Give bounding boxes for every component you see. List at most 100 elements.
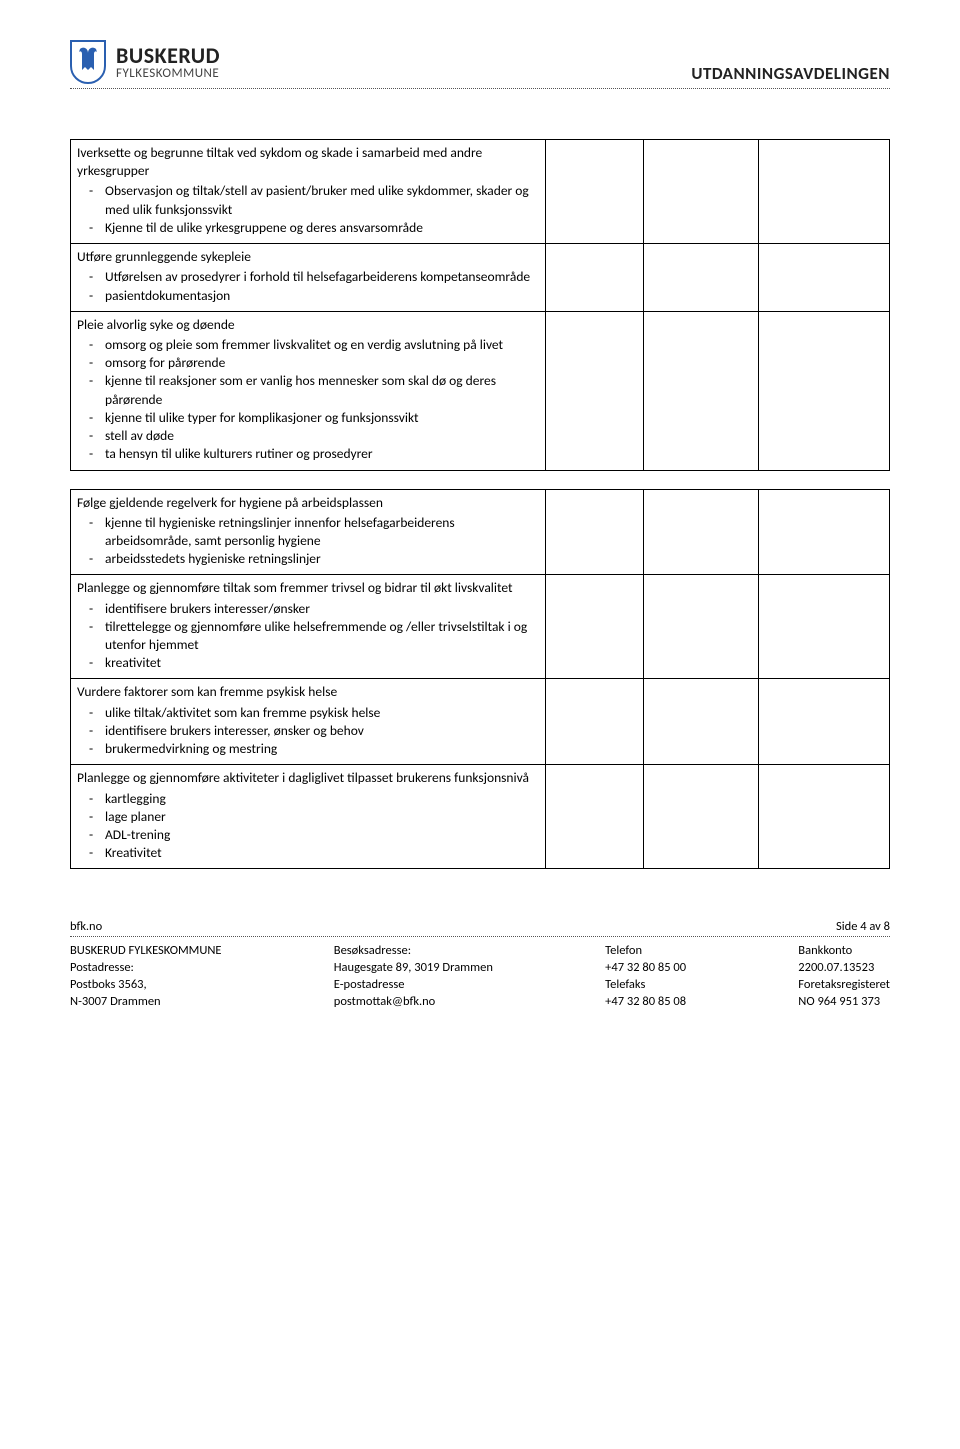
list-item: pasientdokumentasjon: [105, 287, 539, 305]
footer-line: Bankkonto: [798, 943, 890, 960]
list-item: Kjenne til de ulike yrkesgruppene og der…: [105, 219, 539, 237]
row-bullets: omsorg og pleie som fremmer livskvalitet…: [77, 336, 539, 464]
list-item: omsorg og pleie som fremmer livskvalitet…: [105, 336, 539, 354]
list-item: ulike tiltak/aktivitet som kan fremme ps…: [105, 704, 539, 722]
row-content: Følge gjeldende regelverk for hygiene på…: [71, 489, 546, 575]
row-content: Iverksette og begrunne tiltak ved sykdom…: [71, 140, 546, 244]
empty-cell: [758, 575, 889, 679]
footer-line: N-3007 Drammen: [70, 994, 222, 1011]
list-item: Utførelsen av prosedyrer i forhold til h…: [105, 268, 539, 286]
list-item: Observasjon og tiltak/stell av pasient/b…: [105, 182, 539, 218]
footer-top: bfk.no Side 4 av 8: [70, 919, 890, 934]
footer-col-3: Telefon +47 32 80 85 00 Telefaks +47 32 …: [605, 943, 686, 1011]
footer-col-4: Bankkonto 2200.07.13523 Foretaksregister…: [798, 943, 890, 1011]
footer-col-2: Besøksadresse: Haugesgate 89, 3019 Dramm…: [334, 943, 493, 1011]
list-item: Kreativitet: [105, 844, 539, 862]
empty-cell: [546, 765, 644, 869]
list-item: tilrettelegge og gjennomføre ulike helse…: [105, 618, 539, 654]
content: Iverksette og begrunne tiltak ved sykdom…: [70, 139, 890, 869]
empty-cell: [644, 244, 759, 312]
list-item: brukermedvirkning og mestring: [105, 740, 539, 758]
footer-line: Postboks 3563,: [70, 977, 222, 994]
row-bullets: identifisere brukers interesser/ønskerti…: [77, 600, 539, 673]
row-content: Planlegge og gjennomføre tiltak som frem…: [71, 575, 546, 679]
table-row: Iverksette og begrunne tiltak ved sykdom…: [71, 140, 890, 244]
footer-rule: [70, 936, 890, 937]
footer-line: BUSKERUD FYLKESKOMMUNE: [70, 943, 222, 960]
footer-line: NO 964 951 373: [798, 994, 890, 1011]
footer-line: Haugesgate 89, 3019 Drammen: [334, 960, 493, 977]
row-content: Vurdere faktorer som kan fremme psykisk …: [71, 679, 546, 765]
row-bullets: Observasjon og tiltak/stell av pasient/b…: [77, 182, 539, 237]
empty-cell: [758, 489, 889, 575]
footer-url: bfk.no: [70, 919, 102, 934]
footer-line: Telefon: [605, 943, 686, 960]
page-header: BUSKERUD FYLKESKOMMUNE UTDANNINGSAVDELIN…: [70, 40, 890, 84]
row-title: Planlegge og gjennomføre aktiviteter i d…: [77, 769, 539, 787]
table-row: Pleie alvorlig syke og døende omsorg og p…: [71, 311, 890, 470]
list-item: kreativitet: [105, 654, 539, 672]
org-sub: FYLKESKOMMUNE: [116, 67, 220, 81]
list-item: identifisere brukers interesser, ønsker …: [105, 722, 539, 740]
row-title: Vurdere faktorer som kan fremme psykisk …: [77, 683, 539, 701]
list-item: stell av døde: [105, 427, 539, 445]
org-name: BUSKERUD: [116, 44, 220, 67]
list-item: ta hensyn til ulike kulturers rutiner og…: [105, 445, 539, 463]
list-item: kjenne til reaksjoner som er vanlig hos …: [105, 372, 539, 408]
list-item: identifisere brukers interesser/ønsker: [105, 600, 539, 618]
footer-line: Foretaksregisteret: [798, 977, 890, 994]
empty-cell: [758, 140, 889, 244]
footer-columns: BUSKERUD FYLKESKOMMUNE Postadresse: Post…: [70, 943, 890, 1011]
empty-cell: [546, 244, 644, 312]
page-footer: bfk.no Side 4 av 8 BUSKERUD FYLKESKOMMUN…: [70, 919, 890, 1011]
footer-line: 2200.07.13523: [798, 960, 890, 977]
row-bullets: ulike tiltak/aktivitet som kan fremme ps…: [77, 704, 539, 759]
list-item: arbeidsstedets hygieniske retningslinjer: [105, 550, 539, 568]
row-title: Planlegge og gjennomføre tiltak som frem…: [77, 579, 539, 597]
empty-cell: [546, 140, 644, 244]
header-rule: [70, 88, 890, 89]
table-1: Iverksette og begrunne tiltak ved sykdom…: [70, 139, 890, 471]
table-row: Utføre grunnleggende sykepleie Utførelsen…: [71, 244, 890, 312]
shield-icon: [70, 40, 106, 84]
empty-cell: [758, 679, 889, 765]
empty-cell: [644, 489, 759, 575]
table-row: Planlegge og gjennomføre aktiviteter i d…: [71, 765, 890, 869]
table-2: Følge gjeldende regelverk for hygiene på…: [70, 489, 890, 870]
empty-cell: [644, 679, 759, 765]
footer-page: Side 4 av 8: [836, 919, 890, 934]
list-item: kjenne til ulike typer for komplikasjone…: [105, 409, 539, 427]
footer-line: Besøksadresse:: [334, 943, 493, 960]
logo-block: BUSKERUD FYLKESKOMMUNE: [70, 40, 220, 84]
page: BUSKERUD FYLKESKOMMUNE UTDANNINGSAVDELIN…: [0, 0, 960, 1041]
list-item: omsorg for pårørende: [105, 354, 539, 372]
empty-cell: [758, 244, 889, 312]
row-title: Pleie alvorlig syke og døende: [77, 316, 539, 334]
empty-cell: [758, 311, 889, 470]
footer-col-1: BUSKERUD FYLKESKOMMUNE Postadresse: Post…: [70, 943, 222, 1011]
empty-cell: [546, 311, 644, 470]
row-title: Iverksette og begrunne tiltak ved sykdom…: [77, 144, 539, 180]
list-item: ADL-trening: [105, 826, 539, 844]
row-content: Pleie alvorlig syke og døende omsorg og p…: [71, 311, 546, 470]
list-item: kartlegging: [105, 790, 539, 808]
row-content: Planlegge og gjennomføre aktiviteter i d…: [71, 765, 546, 869]
row-bullets: kartlegginglage planerADL-treningKreativ…: [77, 790, 539, 863]
footer-line: +47 32 80 85 00: [605, 960, 686, 977]
empty-cell: [644, 311, 759, 470]
department-title: UTDANNINGSAVDELINGEN: [691, 63, 890, 84]
list-item: lage planer: [105, 808, 539, 826]
row-title: Utføre grunnleggende sykepleie: [77, 248, 539, 266]
empty-cell: [644, 140, 759, 244]
empty-cell: [644, 765, 759, 869]
empty-cell: [546, 489, 644, 575]
footer-line: Postadresse:: [70, 960, 222, 977]
footer-line: Telefaks: [605, 977, 686, 994]
empty-cell: [758, 765, 889, 869]
empty-cell: [546, 575, 644, 679]
row-title: Følge gjeldende regelverk for hygiene på…: [77, 494, 539, 512]
empty-cell: [644, 575, 759, 679]
table-row: Følge gjeldende regelverk for hygiene på…: [71, 489, 890, 575]
empty-cell: [546, 679, 644, 765]
table-row: Vurdere faktorer som kan fremme psykisk …: [71, 679, 890, 765]
